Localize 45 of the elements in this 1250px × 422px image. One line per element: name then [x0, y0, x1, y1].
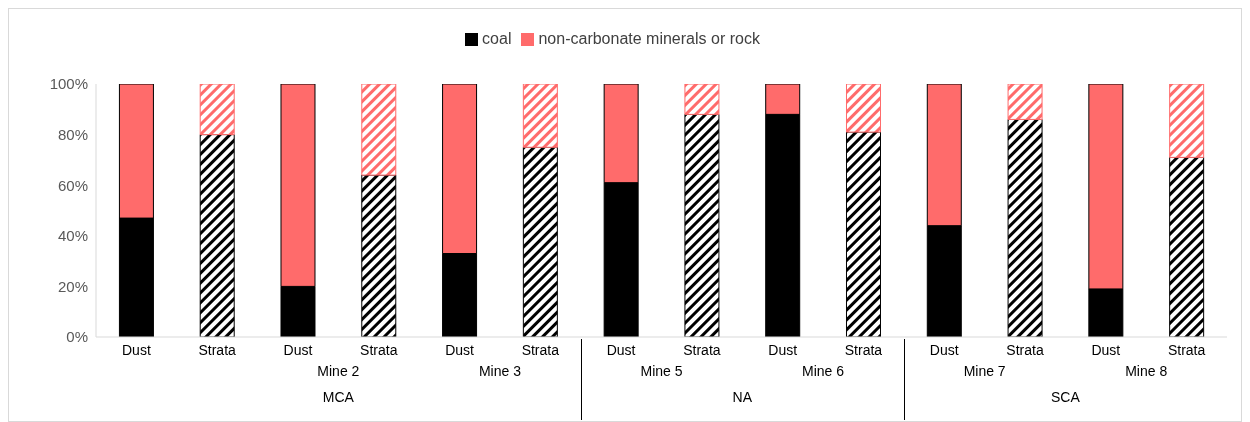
legend-label: non-carbonate minerals or rock: [538, 30, 760, 47]
text: SCA: [1050, 389, 1081, 405]
y-tick-label: 80%: [57, 125, 88, 143]
bar: [1169, 156, 1205, 337]
text: Mine 5: [639, 363, 684, 379]
y-tick-label: 60%: [57, 176, 88, 194]
y-tick-label: 40%: [57, 227, 88, 245]
text: Mine 7: [962, 363, 1007, 379]
text: Mine 3: [477, 363, 522, 379]
bar: [1007, 84, 1043, 120]
bar: [361, 174, 397, 337]
x-tick-label: Dust: [445, 341, 475, 358]
x-tick-label: Dust: [121, 341, 151, 358]
x-tick-label: Dust: [1091, 341, 1121, 358]
y-tick-label: 100%: [49, 75, 88, 93]
bar: [684, 113, 720, 337]
legend-label: coal: [482, 30, 512, 47]
x-tick-label: Strata: [844, 341, 883, 358]
bar: [1169, 84, 1205, 158]
x-tick-label: Strata: [683, 341, 721, 358]
x-tick-label: Strata: [521, 341, 560, 358]
text: Mine 6: [801, 363, 846, 379]
bar: [199, 84, 235, 136]
bar: [522, 146, 558, 337]
x-tick-label: Dust: [768, 341, 798, 358]
bar: [684, 84, 720, 115]
bar: [846, 84, 881, 133]
text: NA: [731, 389, 753, 405]
bar: [361, 84, 397, 176]
x-tick-label: Dust: [929, 341, 959, 358]
x-tick-label: Strata: [1006, 341, 1044, 358]
x-tick-label: Strata: [198, 341, 237, 358]
x-tick-label: Strata: [360, 341, 398, 358]
bar: [846, 131, 881, 337]
y-tick-label: 20%: [57, 277, 88, 295]
y-tick-label: 0%: [66, 328, 88, 346]
bar: [522, 84, 558, 148]
x-tick-label: Dust: [606, 341, 636, 358]
text: MCA: [321, 389, 355, 405]
text: Mine 2: [316, 363, 361, 379]
x-tick-label: Strata: [1167, 341, 1206, 358]
x-tick-label: Dust: [283, 341, 313, 358]
bar: [199, 134, 235, 337]
text: Mine 8: [1124, 363, 1169, 379]
bar: [1007, 118, 1043, 337]
